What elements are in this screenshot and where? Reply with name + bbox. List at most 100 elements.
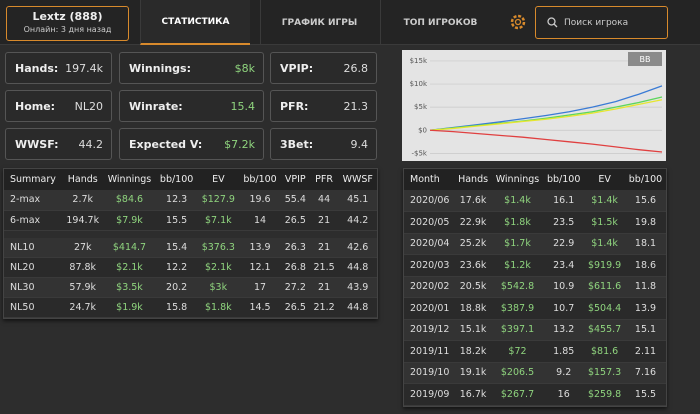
- table-cell: 10.7: [543, 297, 585, 320]
- table-cell: $127.9: [197, 190, 240, 211]
- table-cell: 17: [239, 277, 281, 298]
- table-cell: 21.2: [309, 297, 339, 318]
- stat-label: Winnings:: [129, 61, 191, 75]
- table-cell: 44.2: [338, 210, 377, 231]
- table-cell: 43.9: [338, 277, 377, 298]
- table-cell: 24.7k: [62, 297, 104, 318]
- table-cell: $81.6: [584, 340, 625, 363]
- table-cell: NL30: [4, 277, 63, 298]
- column-header: bb/100: [624, 169, 666, 190]
- table-cell: 2020/02: [404, 276, 455, 298]
- table-cell: 14.5: [239, 297, 281, 318]
- column-header: bb/100: [155, 169, 198, 190]
- column-header: bb/100: [543, 169, 585, 190]
- stat-box: 3Bet: 9.4: [270, 128, 377, 160]
- stat-label: Expected V:: [129, 137, 203, 151]
- table-cell: 19.8: [624, 211, 666, 234]
- column-header: PFR: [309, 169, 339, 190]
- table-cell: $7.1k: [197, 210, 240, 231]
- table-row: NL10 27k $414.7 15.4 $376.3 13.9 26.3 21 42.6: [4, 237, 377, 258]
- table-cell: 12.3: [155, 190, 198, 211]
- y-tick-label: $15k: [410, 57, 428, 65]
- table-cell: 44.8: [338, 257, 377, 278]
- table-cell: 2020/05: [404, 211, 455, 234]
- column-header: Hands: [62, 169, 104, 190]
- table-cell: $2.1k: [197, 257, 240, 278]
- line-series: [429, 85, 663, 131]
- table-row: 2020/03 23.6k $1.2k 23.4 $919.9 18.6: [404, 254, 666, 277]
- table-cell: 13.9: [624, 297, 666, 320]
- header-row: Summary Hands Winnings bb/100 EV bb/100 VPIP PF…: [4, 169, 377, 190]
- table-cell: $157.3: [584, 362, 625, 384]
- table-cell: $397.1: [491, 319, 544, 341]
- table-cell: 2019/10: [404, 362, 455, 384]
- stat-box: Home: NL20: [5, 90, 112, 122]
- table-cell: 12.2: [155, 257, 198, 278]
- header-row: Month Hands Winnings bb/100 EV bb/100: [404, 169, 666, 190]
- table-cell: 7.16: [624, 362, 666, 384]
- table-cell: 26.8: [280, 257, 310, 278]
- table-cell: 21: [309, 210, 339, 231]
- table-cell: $7.9k: [103, 210, 156, 231]
- table-cell: $259.8: [584, 383, 625, 406]
- table-cell: 22.9: [543, 233, 585, 255]
- table-cell: NL50: [4, 297, 63, 318]
- column-header: Month: [404, 169, 455, 190]
- column-header: Summary: [4, 169, 63, 190]
- table-cell: 17.6k: [454, 190, 492, 212]
- table-row: 2020/06 17.6k $1.4k 16.1 $1.4k 15.6: [404, 190, 666, 212]
- table-cell: $1.4k: [491, 190, 544, 212]
- table-cell: 2019/12: [404, 319, 455, 341]
- table-cell: $1.7k: [491, 233, 544, 255]
- table-row: 2019/10 19.1k $206.5 9.2 $157.3 7.16: [404, 362, 666, 384]
- table-cell: 18.8k: [454, 297, 492, 320]
- table-cell: 21: [309, 277, 339, 298]
- table-row: 2019/12 15.1k $397.1 13.2 $455.7 15.1: [404, 319, 666, 341]
- table-cell: 26.5: [280, 297, 310, 318]
- table-cell: 23.5: [543, 211, 585, 234]
- stat-value: NL20: [74, 99, 103, 113]
- table-row: NL20 87.8k $2.1k 12.2 $2.1k 12.1 26.8 21.5 44.8: [4, 257, 377, 278]
- table-cell: 42.6: [338, 237, 377, 258]
- player-box[interactable]: Lextz (888) Онлайн: 3 дня назад: [6, 6, 129, 41]
- table-cell: 15.8: [155, 297, 198, 318]
- table-cell: 21: [309, 237, 339, 258]
- tab[interactable]: ГРАФИК ИГРЫ: [260, 0, 378, 45]
- table-cell: 19.6: [239, 190, 281, 211]
- table-cell: $414.7: [103, 237, 156, 258]
- table-cell: 2020/04: [404, 233, 455, 255]
- table-cell: 6-max: [4, 210, 63, 231]
- table-cell: 55.4: [280, 190, 310, 211]
- player-name: Lextz (888): [32, 10, 103, 23]
- table-row: 2020/04 25.2k $1.7k 22.9 $1.4k 18.1: [404, 233, 666, 255]
- column-header: Winnings: [491, 169, 544, 190]
- table-row: 2019/11 18.2k $72 1.85 $81.6 2.11: [404, 340, 666, 363]
- table-cell: 16: [543, 383, 585, 406]
- table-cell: 2019/11: [404, 340, 455, 363]
- stat-label: 3Bet:: [280, 137, 314, 151]
- column-header: WWSF: [338, 169, 377, 190]
- table-cell: 21.5: [309, 257, 339, 278]
- settings-icon[interactable]: [508, 12, 528, 32]
- table-cell: 16.7k: [454, 383, 492, 406]
- stat-box: VPIP: 26.8: [270, 52, 377, 84]
- table-cell: $1.8k: [491, 211, 544, 234]
- table-cell: $1.9k: [103, 297, 156, 318]
- tab[interactable]: СТАТИСТИКА: [140, 0, 250, 45]
- search-box[interactable]: Поиск игрока: [535, 6, 668, 39]
- table-cell: $504.4: [584, 297, 625, 320]
- stat-box: Expected V: $7.2k: [119, 128, 264, 160]
- table-cell: 10.9: [543, 276, 585, 298]
- table-cell: 15.6: [624, 190, 666, 212]
- table-cell: 18.2k: [454, 340, 492, 363]
- legend-button-label: BB: [640, 55, 651, 64]
- tab[interactable]: ТОП ИГРОКОВ: [380, 0, 500, 45]
- stat-value: 15.4: [230, 99, 256, 113]
- table-cell: NL10: [4, 237, 63, 258]
- table-cell: 2020/03: [404, 254, 455, 277]
- stat-value: $8k: [234, 61, 255, 75]
- column-header: Hands: [454, 169, 492, 190]
- table-cell: 11.8: [624, 276, 666, 298]
- table-cell: $542.8: [491, 276, 544, 298]
- table-row: 2019/09 16.7k $267.7 16 $259.8 15.5: [404, 383, 666, 406]
